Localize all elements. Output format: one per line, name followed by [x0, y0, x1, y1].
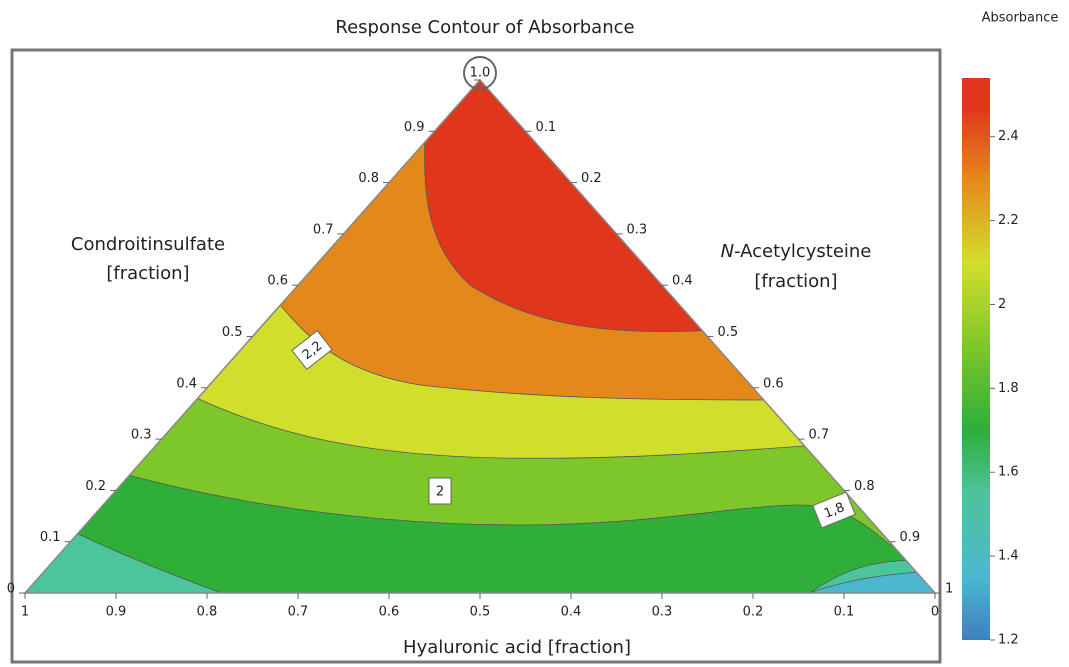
bottom-tick-label: 0.5 [470, 605, 491, 620]
bottom-tick-label: 0.6 [379, 605, 400, 620]
left-tick-label: 0.9 [404, 120, 425, 135]
right-tick-label: 0.8 [854, 479, 875, 494]
right-axis-label: [fraction] [754, 271, 837, 292]
bottom-tick-label: 0.1 [834, 605, 855, 620]
colorbar-tick-label: 1.8 [998, 381, 1019, 396]
left-tick-label: 0.4 [176, 376, 197, 391]
colorbar-tick-label: 2.4 [998, 129, 1019, 144]
left-tick-label: 0 [7, 582, 15, 597]
label-box [812, 491, 856, 529]
left-tick-label: 0.2 [85, 479, 106, 494]
right-tick-label: 0.6 [763, 376, 784, 391]
right-tick-label: 0.5 [718, 325, 739, 340]
left-tick-label: 0.1 [40, 530, 61, 545]
colorbar [962, 78, 990, 640]
left-tick-label: 0.8 [358, 171, 379, 186]
contour-label: 2 [436, 485, 444, 500]
frame [10, 48, 942, 664]
bottom-tick-label: 0.4 [561, 605, 582, 620]
left-tick-label: 0.6 [267, 274, 288, 289]
left-tick-label: 1.0 [470, 66, 491, 81]
colorbar-tick-label: 1.2 [998, 633, 1019, 648]
right-axis-label: N-Acetylcysteine [721, 241, 872, 262]
bottom-axis-label: Hyaluronic acid [fraction] [403, 637, 631, 658]
contour-label: 1,8 [822, 500, 847, 522]
right-axis-label-italic: N [721, 241, 734, 262]
right-tick-label: 0.7 [809, 428, 830, 443]
bottom-tick-label: 0.8 [197, 605, 218, 620]
right-tick-label: 0.2 [581, 171, 602, 186]
label-box [291, 329, 333, 371]
bottom-tick-label: 1 [21, 605, 29, 620]
left-tick-label: 0.7 [313, 222, 334, 237]
right-tick-label: 1 [945, 582, 953, 597]
colorbar-tick-label: 1.6 [998, 465, 1019, 480]
right-tick-label: 0.9 [900, 530, 921, 545]
colorbar-tick-label: 2.2 [998, 213, 1019, 228]
colorbar-tick-label: 1.4 [998, 549, 1019, 564]
bottom-tick-label: 0.3 [652, 605, 673, 620]
left-axis-label: [fraction] [106, 263, 189, 284]
left-tick-label: 0.3 [131, 428, 152, 443]
contour-label-box: 2 [428, 477, 452, 505]
bottom-tick-label: 0.9 [106, 605, 127, 620]
right-tick-label: 0.4 [672, 274, 693, 289]
chart-title: Response Contour of Absorbance [335, 17, 634, 38]
left-axis-label: Condroitinsulfate [71, 234, 225, 255]
right-tick-label: 0.1 [536, 120, 557, 135]
right-axis-label-rest: -Acetylcysteine [734, 241, 871, 262]
vertex-circle [463, 56, 497, 90]
right-tick-label: 0.3 [627, 222, 648, 237]
label-box [428, 477, 452, 505]
contour-label-box: 1,8 [812, 491, 856, 529]
colorbar-tick-label: 2 [998, 297, 1006, 312]
bottom-tick-label: 0 [931, 605, 939, 620]
colorbar-label: Absorbance [982, 11, 1059, 26]
bottom-tick-label: 0.7 [288, 605, 309, 620]
bottom-tick-label: 0.2 [743, 605, 764, 620]
left-tick-label: 0.5 [222, 325, 243, 340]
